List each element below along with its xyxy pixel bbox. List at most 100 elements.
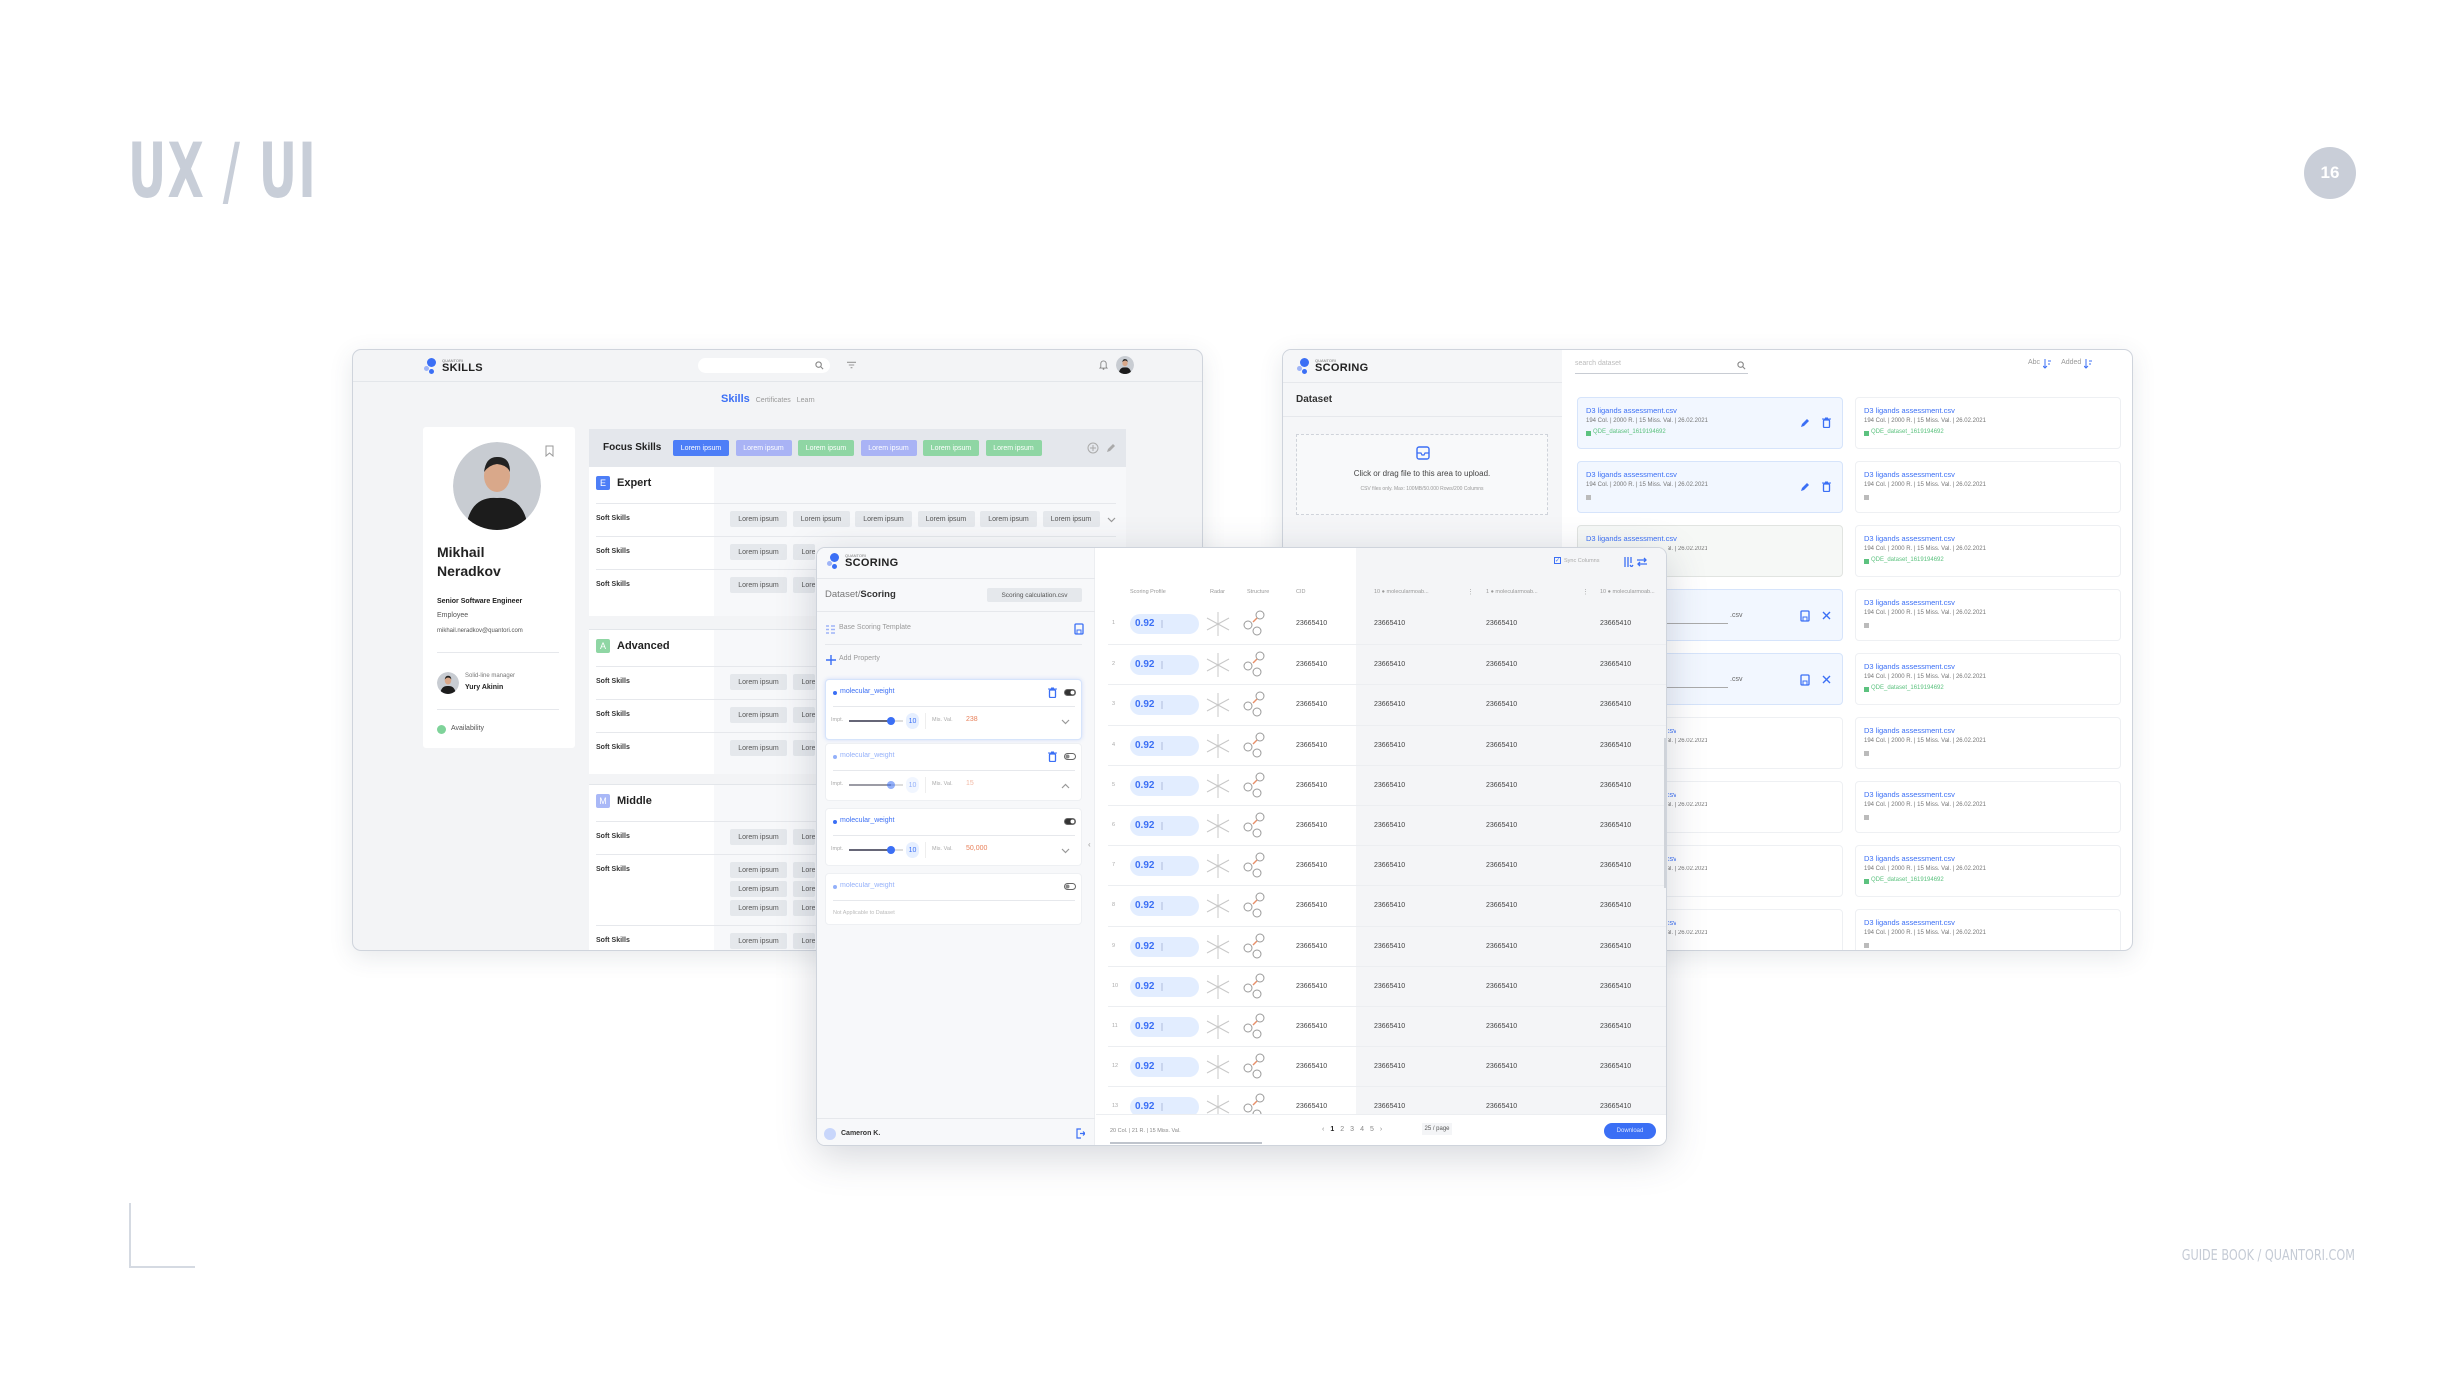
column-menu-icon[interactable]: ⋮ — [1467, 589, 1474, 596]
importance-value[interactable]: 10 — [906, 777, 919, 793]
page-4[interactable]: 4 — [1360, 1126, 1364, 1133]
table-row[interactable]: 11 0.92 23665410 23665410 23665410 23665410 — [1108, 1006, 1666, 1046]
manager-name[interactable]: Yury Akinin — [465, 684, 504, 691]
scoring-profile-pill[interactable]: 0.92 — [1130, 896, 1199, 917]
scoring-profile-pill[interactable]: 0.92 — [1130, 1017, 1199, 1037]
skill-chip[interactable]: Lorem ipsum — [917, 511, 975, 527]
bookmark-icon[interactable] — [545, 445, 554, 457]
next-page-button[interactable]: › — [1379, 1126, 1383, 1133]
dataset-card[interactable]: D3 ligands assessment.csv 194 Col. | 2000… — [1855, 525, 2121, 577]
importance-slider[interactable] — [849, 717, 903, 725]
filter-icon[interactable] — [847, 361, 856, 369]
dataset-title[interactable]: D3 ligands assessment.csv — [1864, 790, 1955, 799]
skill-chip[interactable]: Lorem ipsum — [730, 829, 787, 845]
dataset-title[interactable]: D3 ligands assessment.csv — [1586, 406, 1677, 415]
table-row[interactable]: 7 0.92 23665410 23665410 23665410 23665410 — [1108, 845, 1666, 885]
notification-bell-icon[interactable] — [1099, 359, 1108, 370]
app-logo[interactable]: QUANTORI SKILLS — [424, 358, 483, 374]
skill-chip[interactable]: Lorem ipsum — [855, 511, 912, 527]
delete-trash-icon[interactable] — [1822, 417, 1831, 428]
skill-chip[interactable]: Lorem ipsum — [730, 900, 787, 916]
edit-pencil-icon[interactable] — [1800, 482, 1810, 492]
dataset-card[interactable]: D3 ligands assessment.csv 194 Col. | 2000… — [1855, 461, 2121, 513]
dataset-card[interactable]: D3 ligands assessment.csv 194 Col. | 2000… — [1855, 589, 2121, 641]
skill-chip[interactable]: Lorem ipsum — [792, 707, 815, 723]
tab-certificates[interactable]: Certificates — [755, 397, 791, 404]
dataset-title[interactable]: D3 ligands assessment.csv — [1668, 790, 1676, 799]
expand-chevron-icon[interactable] — [1061, 848, 1070, 854]
importance-value[interactable]: 10 — [906, 842, 919, 858]
page-2[interactable]: 2 — [1340, 1126, 1345, 1133]
missing-value[interactable]: 238 — [966, 716, 978, 723]
missing-value[interactable]: 50,000 — [966, 845, 988, 852]
skill-chip[interactable]: Lorem ipsum — [792, 933, 815, 949]
focus-skill-chip[interactable]: Lorem ipsum — [860, 440, 917, 456]
importance-slider[interactable] — [849, 846, 903, 854]
edit-focus-icon[interactable] — [1106, 443, 1116, 453]
dataset-title[interactable]: D3 ligands assessment.csv — [1864, 918, 1955, 927]
expand-chevron-icon[interactable] — [1107, 517, 1116, 523]
scoring-profile-pill[interactable]: 0.92 — [1130, 936, 1199, 957]
expand-chevron-icon[interactable] — [1061, 783, 1070, 789]
skill-chip[interactable]: Lorem ipsum — [730, 674, 787, 690]
skill-chip[interactable]: Lorem ipsum — [980, 511, 1037, 527]
skill-chip[interactable]: Lorem ipsum — [730, 933, 787, 949]
dataset-title[interactable]: D3 ligands assessment.csv — [1668, 854, 1676, 863]
property-card[interactable]: molecular_weight Not Applicable to Datase… — [825, 873, 1082, 925]
dataset-card[interactable]: D3 ligands assessment.csv 194 Col. | 2000… — [1855, 653, 2121, 705]
dataset-title[interactable]: D3 ligands assessment.csv — [1864, 406, 1955, 415]
scoring-profile-pill[interactable]: 0.92 — [1130, 614, 1199, 634]
horizontal-scrollbar[interactable] — [1110, 1142, 1262, 1144]
scoring-profile-pill[interactable]: 0.92 — [1130, 655, 1199, 676]
column-settings-icon[interactable] — [1624, 557, 1634, 567]
right-scrollbar[interactable] — [1664, 738, 1666, 888]
delete-property-icon[interactable] — [1048, 687, 1057, 698]
user-avatar[interactable] — [1116, 356, 1134, 374]
dataset-title[interactable]: D3 ligands assessment.csv — [1864, 598, 1955, 607]
skill-chip[interactable]: Lorem ipsum — [792, 544, 815, 560]
dataset-card[interactable]: D3 ligands assessment.csv 194 Col. | 2000… — [1855, 717, 2121, 769]
scoring-profile-pill[interactable]: 0.92 — [1130, 856, 1199, 877]
enable-toggle[interactable] — [1064, 883, 1076, 890]
table-row[interactable]: 3 0.92 23665410 23665410 23665410 23665410 — [1108, 684, 1666, 724]
search-input[interactable] — [698, 358, 830, 373]
importance-value[interactable]: 10 — [906, 713, 919, 729]
upload-dropzone[interactable]: Click or drag file to this area to uploa… — [1296, 434, 1548, 515]
page-1[interactable]: 1 — [1330, 1126, 1335, 1133]
scoring-profile-pill[interactable]: 0.92 — [1130, 775, 1199, 796]
search-dataset-input[interactable]: search dataset — [1575, 358, 1748, 374]
skill-chip[interactable]: Lorem ipsum — [730, 577, 787, 593]
add-property-button[interactable]: Add Property — [839, 655, 880, 662]
focus-skill-chip[interactable]: Lorem ipsum — [985, 440, 1042, 456]
scoring-profile-pill[interactable]: 0.92 — [1130, 976, 1199, 997]
column-header-radar[interactable]: Radar — [1210, 589, 1225, 595]
cancel-close-icon[interactable] — [1822, 611, 1831, 620]
cancel-close-icon[interactable] — [1822, 675, 1831, 684]
delete-trash-icon[interactable] — [1822, 481, 1831, 492]
expand-chevron-icon[interactable] — [1061, 719, 1070, 725]
save-icon[interactable] — [1800, 674, 1810, 686]
table-row[interactable]: 9 0.92 23665410 23665410 23665410 23665410 — [1108, 925, 1666, 966]
dataset-card[interactable]: D3 ligands assessment.csv 194 Col. | 2000… — [1855, 397, 2121, 449]
dataset-card[interactable]: D3 ligands assessment.csv 194 Col. | 2000… — [1855, 909, 2121, 950]
sync-columns-checkbox[interactable]: ✓ Sync Columns — [1554, 557, 1599, 564]
dataset-title[interactable]: D3 ligands assessment.csv — [1864, 534, 1955, 543]
skill-chip[interactable]: Lorem ipsum — [792, 900, 815, 916]
scoring-profile-pill[interactable]: 0.92 — [1130, 1097, 1199, 1118]
skill-chip[interactable]: Lorem ipsum — [792, 862, 815, 878]
skill-chip[interactable]: Lorem ipsum — [792, 829, 815, 845]
missing-value[interactable]: 15 — [966, 780, 974, 787]
property-card[interactable]: molecular_weight Impt. 10 Mis. Val. 50,000 — [825, 808, 1082, 866]
column-header-profile[interactable]: Scoring Profile — [1130, 589, 1166, 595]
focus-skill-chip[interactable]: Lorem ipsum — [673, 440, 729, 456]
column-header-c2[interactable]: 1 ● molecularmoab... — [1486, 589, 1538, 595]
focus-skill-chip[interactable]: Lorem ipsum — [923, 440, 979, 456]
slider-handle[interactable] — [887, 781, 896, 789]
table-row[interactable]: 8 0.92 23665410 23665410 23665410 23665410 — [1108, 885, 1666, 925]
page-size-select[interactable]: 25 / page — [1422, 1123, 1452, 1135]
dataset-card[interactable]: D3 ligands assessment.csv 194 Col. | 2000… — [1855, 781, 2121, 833]
prev-page-button[interactable]: ‹ — [1322, 1126, 1325, 1133]
add-property-plus-icon[interactable] — [826, 655, 836, 665]
dataset-title[interactable]: D3 ligands assessment.csv — [1668, 918, 1676, 927]
slider-handle[interactable] — [887, 846, 896, 854]
